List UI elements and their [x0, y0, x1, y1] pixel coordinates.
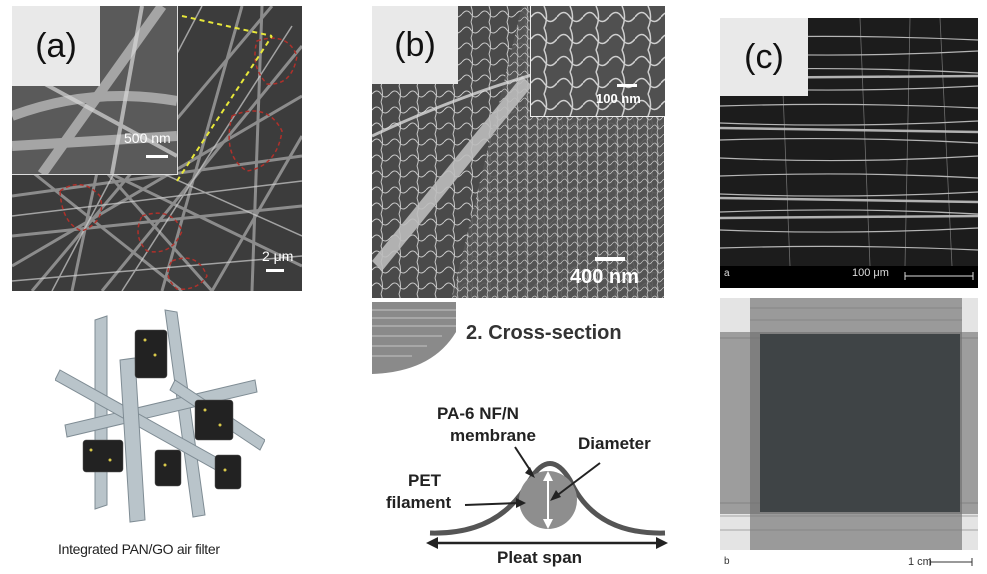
panel-c-bottom-sub-label: b — [724, 556, 730, 567]
panel-a-inset-scale-label: 500 nm — [124, 130, 171, 146]
panel-b-main-scale-label: 400 nm — [570, 266, 639, 288]
pet-label-line2: filament — [386, 493, 452, 512]
pet-label-line1: PET — [408, 471, 442, 490]
panel-b-inset-image — [530, 6, 665, 117]
panel-a-main-scale-label: 2 μm — [262, 248, 294, 264]
panel-a-main-scale-bar — [266, 269, 284, 272]
diameter-label: Diameter — [578, 434, 651, 453]
panel-c-bottom-scale-label: 1 cm — [908, 556, 932, 568]
panel-a-label: (a) — [12, 6, 100, 86]
panel-b-main-scale-bar — [595, 257, 625, 261]
panel-b-section-title: 2. Cross-section — [466, 322, 622, 344]
membrane-label-line2: membrane — [450, 426, 536, 445]
panel-a-filter-illustration — [55, 309, 265, 523]
panel-a-caption: Integrated PAN/GO air filter — [58, 541, 220, 557]
panel-b-inset-scale-label: 100 nm — [596, 91, 641, 106]
panel-c-top-scale-label: 100 μm — [852, 267, 889, 279]
panel-b-label: (b) — [372, 6, 458, 84]
panel-c-label: (c) — [720, 18, 808, 96]
panel-b-inset-net — [531, 6, 665, 116]
cross-section-thumb-svg — [372, 302, 456, 374]
membrane-label-line1: PA-6 NF/N — [437, 404, 519, 423]
panel-c-top-sub-label: a — [724, 268, 730, 279]
panel-b-pleat-diagram — [426, 446, 668, 549]
panel-c-bottom-photo — [720, 298, 978, 572]
panel-b-cross-section-thumbnail — [372, 302, 456, 374]
panel-b-inset-scale-bar — [617, 84, 637, 87]
panel-a-inset-scale-bar — [146, 155, 168, 158]
pleat-span-label: Pleat span — [497, 548, 583, 567]
panel-c-film-photo — [720, 298, 978, 572]
